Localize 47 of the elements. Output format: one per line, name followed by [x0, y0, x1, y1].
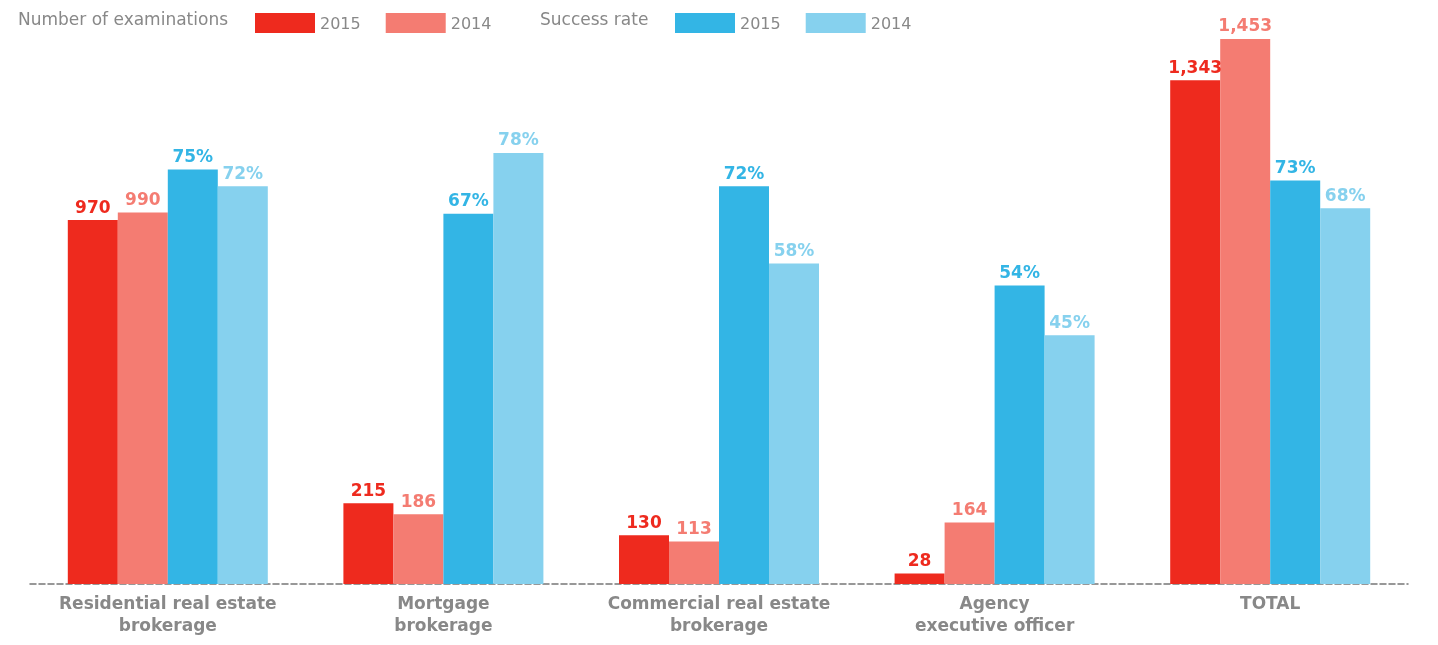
data-label: 1,343: [1168, 56, 1223, 77]
text: Number of examinations: [18, 8, 229, 29]
bar: [669, 541, 719, 584]
data-label: 54%: [999, 262, 1040, 283]
x-tick-label: Commercial real estate brokerage: [607, 593, 831, 635]
data-label: 970: [75, 196, 111, 217]
data-label: 186: [400, 490, 437, 511]
x-tick-label: TOTAL: [1240, 593, 1301, 613]
data-label: 73%: [1274, 157, 1316, 178]
x-tick-label: Residential real estate brokerage: [59, 593, 277, 635]
bar: [393, 514, 444, 584]
bar: [343, 503, 394, 584]
bar: [1320, 208, 1371, 584]
x-tick-label: Agency executive officer: [914, 593, 1075, 635]
bar: [944, 522, 995, 584]
bar: [1044, 335, 1095, 584]
data-label: 68%: [1324, 184, 1366, 205]
data-label: 58%: [773, 240, 815, 261]
bar: [769, 263, 819, 584]
data-label: 164: [951, 498, 988, 519]
bar: [994, 285, 1045, 584]
bar: [619, 535, 669, 584]
data-label: 130: [626, 511, 662, 532]
data-label: 215: [350, 479, 387, 500]
bar: [894, 573, 945, 584]
legend-label: 2015: [320, 13, 361, 33]
bar: [443, 213, 494, 584]
data-label: 45%: [1049, 311, 1090, 332]
data-label: 67%: [448, 190, 489, 211]
legend-label: 2015: [740, 13, 781, 33]
bar: [719, 186, 769, 584]
data-label: 113: [676, 518, 712, 539]
data-label: 28: [907, 550, 932, 570]
data-label: 990: [125, 189, 161, 210]
data-label: 75%: [172, 146, 214, 167]
data-label: 72%: [723, 162, 765, 183]
bar: [1170, 80, 1221, 584]
x-tick-label: Mortgage brokerage: [394, 593, 493, 635]
legend-label: 2014: [870, 13, 912, 33]
bar: [493, 152, 544, 584]
data-label: 78%: [498, 129, 539, 150]
legend-label: 2014: [450, 13, 492, 33]
bar: [67, 220, 118, 584]
data-label: 72%: [222, 162, 264, 183]
data-label: 1,453: [1218, 15, 1273, 36]
bar: [217, 186, 268, 584]
text: Success rate: [540, 8, 649, 29]
